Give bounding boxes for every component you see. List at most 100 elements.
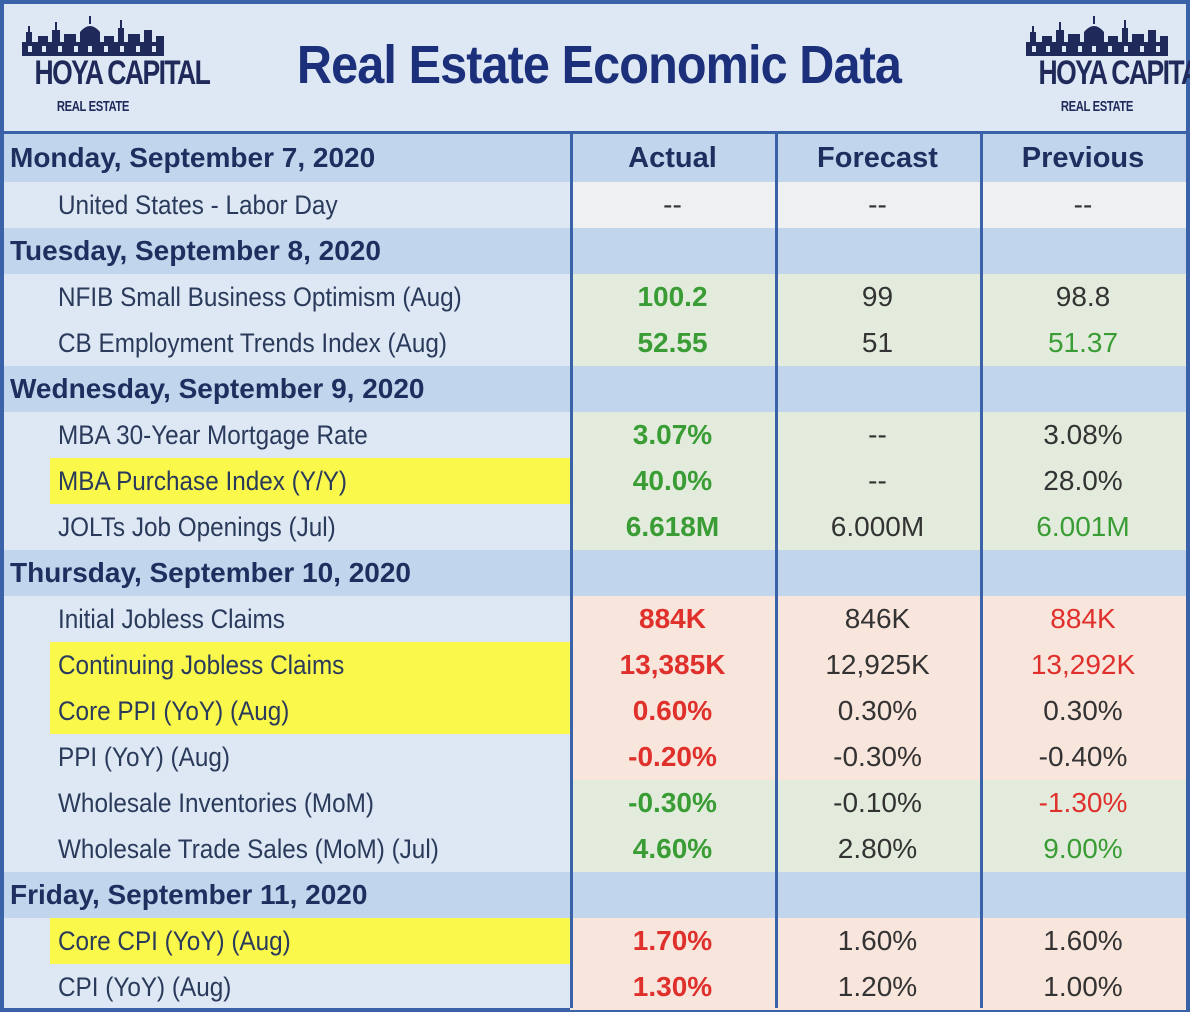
forecast-value: -0.30% [775, 734, 980, 780]
empty-cell [775, 550, 980, 596]
forecast-value: 12,925K [775, 642, 980, 688]
forecast-value: 1.60% [775, 918, 980, 964]
forecast-value: 51 [775, 320, 980, 366]
actual-value: 0.60% [570, 688, 775, 734]
empty-cell [570, 228, 775, 274]
indicator-row: Wholesale Inventories (MoM) -0.30% -0.10% -… [4, 780, 1186, 826]
forecast-value: 846K [775, 596, 980, 642]
indicator-name: CB Employment Trends Index (Aug) [58, 327, 447, 358]
indicator-name: Core PPI (YoY) (Aug) [58, 695, 290, 726]
indicator-name: MBA 30-Year Mortgage Rate [58, 419, 368, 450]
column-header-previous: Previous [1021, 141, 1145, 174]
indicator-row: CPI (YoY) (Aug) 1.30% 1.20% 1.00% [4, 964, 1186, 1010]
day-date: Friday, September 11, 2020 [10, 879, 368, 910]
previous-value: 3.08% [980, 412, 1186, 458]
indicator-name-cell: Wholesale Inventories (MoM) [4, 780, 570, 826]
indicator-name: JOLTs Job Openings (Jul) [58, 511, 336, 542]
previous-value: -1.30% [980, 780, 1186, 826]
indicator-name-cell: NFIB Small Business Optimism (Aug) [4, 274, 570, 320]
empty-cell [775, 366, 980, 412]
indicator-name-cell: MBA 30-Year Mortgage Rate [4, 412, 570, 458]
column-divider [775, 134, 778, 1008]
forecast-value: -- [775, 412, 980, 458]
actual-value: 100.2 [570, 274, 775, 320]
skyline-icon [22, 16, 164, 56]
previous-value: 1.00% [980, 964, 1186, 1010]
column-divider [980, 134, 983, 1008]
header-banner: HOYA CAPITAL REAL ESTATE Real Estate Eco… [4, 4, 1190, 134]
indicator-row: Core PPI (YoY) (Aug) 0.60% 0.30% 0.30% [4, 688, 1186, 734]
day-header-row: Monday, September 7, 2020 Actual Forecast P… [4, 134, 1186, 182]
logo-subtitle: REAL ESTATE [1060, 98, 1134, 115]
day-date: Tuesday, September 8, 2020 [10, 235, 381, 266]
actual-value: 4.60% [570, 826, 775, 872]
day-date: Wednesday, September 9, 2020 [10, 373, 425, 404]
empty-cell [980, 872, 1186, 918]
indicator-name-cell: PPI (YoY) (Aug) [4, 734, 570, 780]
indicator-name: Wholesale Trade Sales (MoM) (Jul) [58, 833, 439, 864]
empty-cell [570, 550, 775, 596]
indicator-name-cell: Core PPI (YoY) (Aug) [50, 688, 570, 734]
indicator-name: PPI (YoY) (Aug) [58, 741, 230, 772]
forecast-value: -- [775, 182, 980, 228]
indicator-row: United States - Labor Day -- -- -- [4, 182, 1186, 228]
indicator-name: Wholesale Inventories (MoM) [58, 787, 375, 818]
empty-cell [980, 228, 1186, 274]
indicator-row: Core CPI (YoY) (Aug) 1.70% 1.60% 1.60% [4, 918, 1186, 964]
empty-cell [775, 228, 980, 274]
previous-value: 6.001M [980, 504, 1186, 550]
previous-value: 13,292K [980, 642, 1186, 688]
previous-value: -0.40% [980, 734, 1186, 780]
actual-value: 884K [570, 596, 775, 642]
day-date: Thursday, September 10, 2020 [10, 557, 411, 588]
column-header-actual: Actual [628, 141, 717, 174]
previous-value: 98.8 [980, 274, 1186, 320]
indicator-row: NFIB Small Business Optimism (Aug) 100.2 9… [4, 274, 1186, 320]
indicator-name-cell: United States - Labor Day [4, 182, 570, 228]
previous-value: 9.00% [980, 826, 1186, 872]
indicator-row: MBA 30-Year Mortgage Rate 3.07% -- 3.08% [4, 412, 1186, 458]
page-title: Real Estate Economic Data [296, 35, 902, 95]
indicator-row: Wholesale Trade Sales (MoM) (Jul) 4.60% 2.… [4, 826, 1186, 872]
indicator-row: Initial Jobless Claims 884K 846K 884K [4, 596, 1186, 642]
previous-value: 884K [980, 596, 1186, 642]
actual-value: 13,385K [570, 642, 775, 688]
indicator-name: Core CPI (YoY) (Aug) [58, 925, 291, 956]
forecast-value: 99 [775, 274, 980, 320]
hoya-capital-logo: HOYA CAPITAL REAL ESTATE [18, 14, 211, 124]
previous-value: 1.60% [980, 918, 1186, 964]
economic-data-table: Monday, September 7, 2020 Actual Forecast P… [4, 134, 1186, 1010]
logo-subtitle: REAL ESTATE [56, 98, 130, 115]
indicator-name: Continuing Jobless Claims [58, 649, 345, 680]
indicator-row: CB Employment Trends Index (Aug) 52.55 51 5… [4, 320, 1186, 366]
indicator-name: United States - Labor Day [58, 189, 338, 220]
previous-value: 28.0% [980, 458, 1186, 504]
indicator-name-cell: MBA Purchase Index (Y/Y) [50, 458, 570, 504]
actual-value: 52.55 [570, 320, 775, 366]
hoya-capital-logo: HOYA CAPITAL REAL ESTATE [1022, 14, 1190, 124]
actual-value: 1.70% [570, 918, 775, 964]
empty-cell [775, 872, 980, 918]
day-date: Monday, September 7, 2020 [10, 142, 376, 173]
previous-value: 0.30% [980, 688, 1186, 734]
previous-value: -- [980, 182, 1186, 228]
forecast-value: -- [775, 458, 980, 504]
day-header-row: Tuesday, September 8, 2020 [4, 228, 1186, 274]
column-header-forecast: Forecast [817, 141, 938, 174]
day-header-row: Thursday, September 10, 2020 [4, 550, 1186, 596]
actual-value: -0.20% [570, 734, 775, 780]
indicator-row: Continuing Jobless Claims 13,385K 12,925K 1… [4, 642, 1186, 688]
forecast-value: 6.000M [775, 504, 980, 550]
indicator-row: PPI (YoY) (Aug) -0.20% -0.30% -0.40% [4, 734, 1186, 780]
column-divider [570, 134, 573, 1008]
indicator-name: CPI (YoY) (Aug) [58, 971, 232, 1002]
actual-value: -0.30% [570, 780, 775, 826]
actual-value: -- [570, 182, 775, 228]
day-header-row: Friday, September 11, 2020 [4, 872, 1186, 918]
forecast-value: -0.10% [775, 780, 980, 826]
empty-cell [570, 872, 775, 918]
empty-cell [570, 366, 775, 412]
logo-title: HOYA CAPITAL [1038, 54, 1190, 92]
forecast-value: 1.20% [775, 964, 980, 1010]
empty-cell [980, 550, 1186, 596]
